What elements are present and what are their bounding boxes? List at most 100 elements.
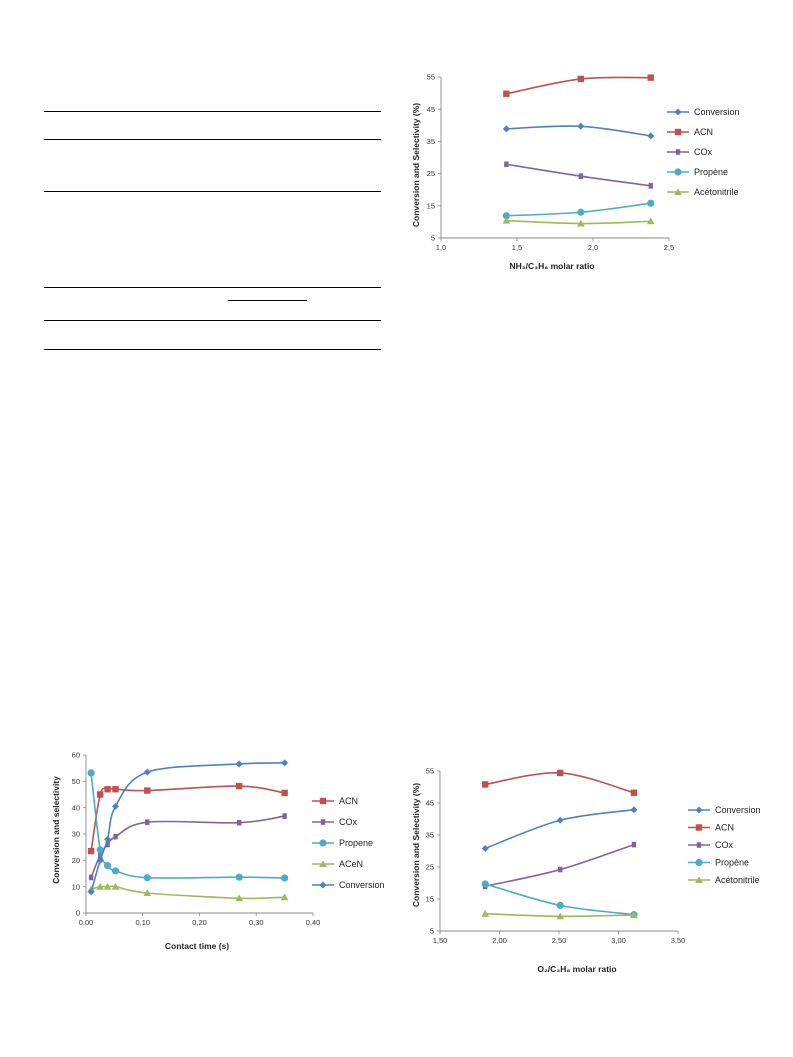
nh3-axes: 5 15 25 35 45 55 1,0 1,5 2,0 2,5 — [427, 73, 675, 252]
legend-marker — [674, 188, 682, 195]
legend-marker — [696, 842, 702, 848]
series-propène — [481, 880, 638, 919]
data-point — [556, 912, 564, 920]
data-point — [96, 856, 104, 864]
data-point — [630, 806, 638, 814]
y-tick-label: 25 — [426, 863, 434, 872]
legend-item: COx — [667, 147, 713, 157]
series-acen — [87, 882, 289, 902]
y-tick-label: 0 — [76, 909, 80, 918]
series-cox — [504, 161, 653, 189]
x-tick-label: 0,00 — [79, 918, 94, 927]
x-tick-label: 1,0 — [436, 243, 446, 252]
data-point — [113, 833, 118, 840]
contact-axes: 0 10 20 30 40 50 60 0,00 0,10 0,20 0,30 0,40 — [72, 751, 321, 927]
data-point — [97, 852, 103, 858]
legend-item: Propene — [312, 838, 373, 848]
series-conversion — [502, 122, 655, 140]
x-tick-label: 1,5 — [512, 243, 522, 252]
contact-y-axis-label: Conversion and selectivity — [51, 776, 61, 884]
data-point — [648, 183, 653, 189]
legend-label: Propène — [715, 858, 749, 868]
data-point — [87, 888, 95, 896]
legend-item: Acétonitrile — [688, 875, 760, 885]
legend-label: ACN — [694, 127, 713, 137]
series-acétonitrile — [502, 216, 655, 227]
data-point — [104, 835, 112, 843]
data-point — [281, 759, 289, 767]
data-point — [556, 769, 564, 777]
legend-label: ACN — [339, 796, 358, 806]
x-tick-label: 2,50 — [552, 936, 567, 945]
legend-label: Conversion — [339, 880, 385, 890]
data-point — [647, 199, 655, 207]
data-point — [504, 161, 509, 168]
data-point — [112, 786, 119, 793]
x-tick-label: 2,0 — [588, 243, 598, 252]
series-line — [484, 808, 635, 850]
legend-label: Propène — [694, 167, 728, 177]
x-tick-label: 0,10 — [135, 918, 150, 927]
legend-label: COx — [715, 840, 734, 850]
legend-marker — [674, 108, 682, 116]
data-point — [556, 816, 564, 824]
contact-x-axis-label: Contact time (s) — [165, 941, 229, 951]
data-point — [577, 208, 585, 216]
legend-label: ACeN — [339, 859, 363, 869]
legend-item: COx — [312, 817, 358, 827]
y-tick-label: 30 — [72, 830, 80, 839]
data-point — [144, 787, 151, 794]
data-point — [88, 874, 94, 881]
x-tick-label: 1,50 — [433, 936, 448, 945]
table-rule — [44, 139, 381, 140]
data-point — [111, 867, 120, 875]
legend-marker — [695, 858, 703, 867]
data-point — [481, 880, 489, 888]
legend-item: ACeN — [312, 859, 363, 869]
data-point — [87, 769, 95, 777]
data-point — [103, 882, 112, 890]
o2-y-axis-label: Conversion and Selectivity (%) — [411, 783, 421, 907]
data-point — [143, 768, 151, 776]
legend-label: Propene — [339, 838, 373, 848]
data-point — [647, 74, 654, 81]
series-line — [506, 163, 651, 187]
series-propène — [502, 199, 655, 220]
table-rule — [44, 111, 381, 112]
series-line — [90, 815, 285, 878]
data-point — [112, 802, 120, 810]
data-point — [236, 782, 243, 790]
legend-marker — [319, 797, 327, 805]
x-tick-label: 0,30 — [249, 918, 264, 927]
legend-item: ACN — [688, 823, 734, 833]
legend-item: ACN — [312, 796, 358, 806]
legend-item: COx — [688, 840, 734, 850]
series-conversion — [87, 759, 289, 896]
series-cox — [88, 813, 287, 881]
data-point — [145, 819, 150, 825]
legend-label: Conversion — [715, 805, 761, 815]
table-rule — [44, 191, 381, 192]
nh3-legend: Conversion ACN COx Propène Acétonitrile — [667, 107, 740, 197]
data-point — [281, 874, 289, 882]
chart-contact-svg: 0 10 20 30 40 50 60 0,00 0,10 0,20 0,30 0,40 ACN COx… — [51, 751, 385, 951]
y-tick-label: 5 — [431, 234, 435, 243]
y-tick-label: 55 — [427, 73, 435, 82]
contact-series — [87, 759, 289, 902]
nh3-series — [502, 74, 655, 227]
data-point — [482, 781, 489, 788]
x-tick-label: 3,00 — [611, 936, 626, 945]
legend-item: Conversion — [667, 107, 740, 117]
o2-legend: Conversion ACN COx Propène Acétonitrile — [688, 805, 761, 885]
series-line — [485, 883, 635, 916]
series-line — [506, 219, 651, 225]
data-point — [105, 841, 110, 848]
x-tick-label: 2,00 — [492, 936, 507, 945]
legend-marker — [674, 168, 682, 176]
x-tick-label: 0,20 — [192, 918, 207, 927]
data-point — [104, 786, 111, 793]
data-point — [556, 901, 564, 909]
data-point — [143, 889, 152, 896]
data-point — [557, 866, 563, 873]
legend-marker — [695, 876, 703, 883]
